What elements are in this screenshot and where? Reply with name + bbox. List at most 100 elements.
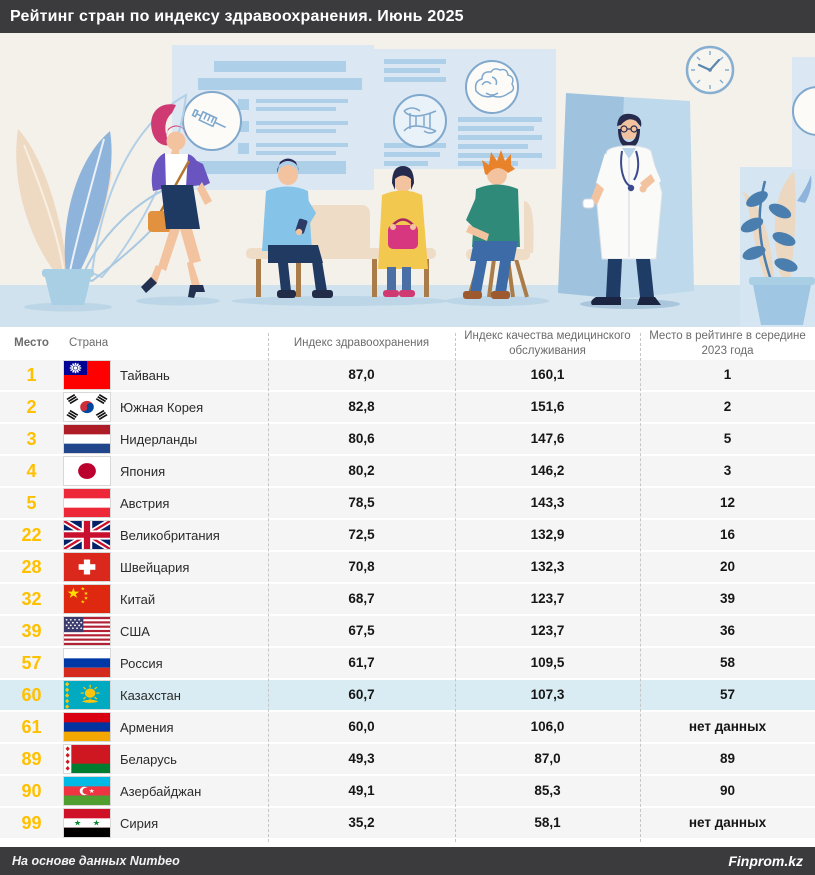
quality-index-value: 107,3: [530, 687, 565, 702]
rank-cell: 99: [21, 812, 42, 833]
poster-left: [172, 45, 374, 190]
tw-flag-icon: [63, 360, 111, 390]
quality-index-value: 132,3: [530, 559, 565, 574]
quality-index-value: 123,7: [530, 591, 565, 606]
header-cell-0: Место: [14, 337, 49, 350]
country-name: Япония: [120, 463, 166, 479]
country-cell: Нидерланды: [63, 424, 268, 454]
rank-cell: 1: [26, 364, 37, 385]
country-cell: Сирия: [63, 808, 268, 838]
country-cell: Япония: [63, 456, 268, 486]
country-cell: Южная Корея: [63, 392, 268, 422]
health-index-value: 35,2: [348, 815, 375, 830]
rank-2023-value: 20: [719, 559, 736, 574]
country-name: Беларусь: [120, 751, 177, 767]
table-row: 28 Швейцария 70,8 132,3 20: [0, 552, 815, 582]
country-cell: Беларусь: [63, 744, 268, 774]
header-cell-3: Индекс качества медицинского обслуживани…: [464, 330, 631, 357]
column-separator: [640, 333, 641, 842]
health-index-value: 49,3: [348, 751, 375, 766]
country-name: Армения: [120, 719, 174, 735]
country-cell: Тайвань: [63, 360, 268, 390]
am-flag-icon: [63, 712, 111, 742]
country-cell: Россия: [63, 648, 268, 678]
health-index-value: 87,0: [348, 367, 375, 382]
rank-2023-value: 16: [719, 527, 736, 542]
jp-flag-icon: [63, 456, 111, 486]
kr-flag-icon: [63, 392, 111, 422]
gb-flag-icon: [63, 520, 111, 550]
table-row: 4 Япония 80,2 146,2 3: [0, 456, 815, 486]
rank-2023-value: 1: [723, 367, 732, 382]
source-note: На основе данных Numbeo: [12, 854, 180, 868]
rank-cell: 89: [21, 748, 42, 769]
quality-index-value: 87,0: [534, 751, 561, 766]
rank-2023-value: 36: [719, 623, 736, 638]
right-plant-illustration: [740, 171, 815, 325]
health-index-value: 70,8: [348, 559, 375, 574]
quality-index-value: 147,6: [530, 431, 565, 446]
table-header: Место Страна Индекс здравоохранения Индекс …: [0, 327, 815, 360]
bench-patients-illustration: [232, 158, 448, 306]
kz-flag-icon: [63, 680, 111, 710]
table-row: 89 Беларусь 49,3 87,0 89: [0, 744, 815, 774]
health-index-value: 80,6: [348, 431, 375, 446]
page-title: Рейтинг стран по индексу здравоохранения…: [10, 7, 464, 25]
poster-middle: [374, 49, 556, 169]
ch-flag-icon: [63, 552, 111, 582]
clinic-illustration: [0, 33, 815, 327]
quality-index-value: 85,3: [534, 783, 561, 798]
health-index-value: 67,5: [348, 623, 375, 638]
cn-flag-icon: [63, 584, 111, 614]
rank-cell: 4: [26, 460, 37, 481]
country-name: Швейцария: [120, 559, 190, 575]
rank-cell: 22: [21, 524, 42, 545]
table-row: 1 Тайвань 87,0 160,1 1: [0, 360, 815, 390]
at-flag-icon: [63, 488, 111, 518]
rank-2023-value: 57: [719, 687, 736, 702]
health-index-value: 82,8: [348, 399, 375, 414]
country-cell: Азербайджан: [63, 776, 268, 806]
table-row: 61 Армения 60,0 106,0 нет данных: [0, 712, 815, 742]
country-cell: Казахстан: [63, 680, 268, 710]
table-row: 90 Азербайджан 49,1 85,3 90: [0, 776, 815, 806]
sy-flag-icon: [63, 808, 111, 838]
country-name: Великобритания: [120, 527, 220, 543]
footer-bar: На основе данных Numbeo Finprom.kz: [0, 847, 815, 875]
rank-2023-value: 39: [719, 591, 736, 606]
table-row: 32 Китай 68,7 123,7 39: [0, 584, 815, 614]
nl-flag-icon: [63, 424, 111, 454]
poster-right: [792, 57, 815, 169]
poster-dna-icon: [393, 94, 447, 148]
header-cell-2: Индекс здравоохранения: [293, 337, 430, 350]
country-name: Сирия: [120, 815, 159, 831]
country-name: Россия: [120, 655, 163, 671]
country-name: Казахстан: [120, 687, 181, 703]
rank-cell: 60: [21, 684, 42, 705]
country-cell: США: [63, 616, 268, 646]
ru-flag-icon: [63, 648, 111, 678]
header-cell-1: Страна: [69, 337, 109, 350]
health-index-value: 49,1: [348, 783, 375, 798]
column-separator: [268, 333, 269, 842]
quality-index-value: 143,3: [530, 495, 565, 510]
rank-cell: 3: [26, 428, 37, 449]
quality-index-value: 146,2: [530, 463, 565, 478]
rank-cell: 28: [21, 556, 42, 577]
rank-cell: 61: [21, 716, 42, 737]
table-row: 22 Великобритания 72,5 132,9 16: [0, 520, 815, 550]
quality-index-value: 123,7: [530, 623, 565, 638]
quality-index-value: 160,1: [530, 367, 565, 382]
table-row: 39 США 67,5 123,7 36: [0, 616, 815, 646]
rank-cell: 5: [26, 492, 37, 513]
country-cell: Китай: [63, 584, 268, 614]
country-name: Тайвань: [120, 367, 170, 383]
rank-cell: 32: [21, 588, 42, 609]
table-row: 60 Казахстан 60,7 107,3 57: [0, 680, 815, 710]
rank-cell: 90: [21, 780, 42, 801]
health-index-value: 80,2: [348, 463, 375, 478]
health-index-value: 61,7: [348, 655, 375, 670]
ranking-table: 1 Тайвань 87,0 160,1 1 2 Южная Корея 82,8 151,6 2…: [0, 360, 815, 840]
chair-patient-illustration: [445, 150, 549, 306]
